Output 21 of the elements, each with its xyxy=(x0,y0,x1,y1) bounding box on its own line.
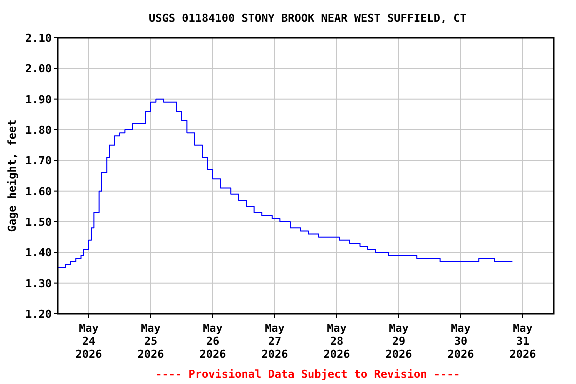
y-tick-label: 1.30 xyxy=(26,277,52,290)
x-tick-label: May 28 2026 xyxy=(324,322,351,361)
y-tick-label: 1.70 xyxy=(26,154,52,168)
x-tick-label: May 26 2026 xyxy=(200,322,227,361)
x-tick-label: May 29 2026 xyxy=(386,322,413,361)
x-tick-label: May 31 2026 xyxy=(510,322,537,361)
y-tick-label: 1.40 xyxy=(26,246,52,260)
y-tick-label: 1.60 xyxy=(26,185,52,198)
y-tick-label: 2.10 xyxy=(26,32,52,45)
chart-title: USGS 01184100 STONY BROOK NEAR WEST SUFFIELD, CT xyxy=(149,12,468,25)
y-tick-label: 2.00 xyxy=(26,62,52,76)
x-tick-label: May 27 2026 xyxy=(262,322,289,361)
y-tick-label: 1.80 xyxy=(26,124,52,137)
x-tick-label: May 30 2026 xyxy=(448,322,475,361)
y-axis-title: Gage height, feet xyxy=(6,120,19,232)
x-tick-label: May 25 2026 xyxy=(138,322,165,361)
y-tick-label: 1.20 xyxy=(26,308,52,321)
y-tick-label: 1.90 xyxy=(26,93,52,106)
x-tick-label: May 24 2026 xyxy=(76,322,103,361)
y-tick-label: 1.50 xyxy=(26,216,52,229)
text: ---- Provisional Data Subject to Revision ---- xyxy=(156,368,460,381)
